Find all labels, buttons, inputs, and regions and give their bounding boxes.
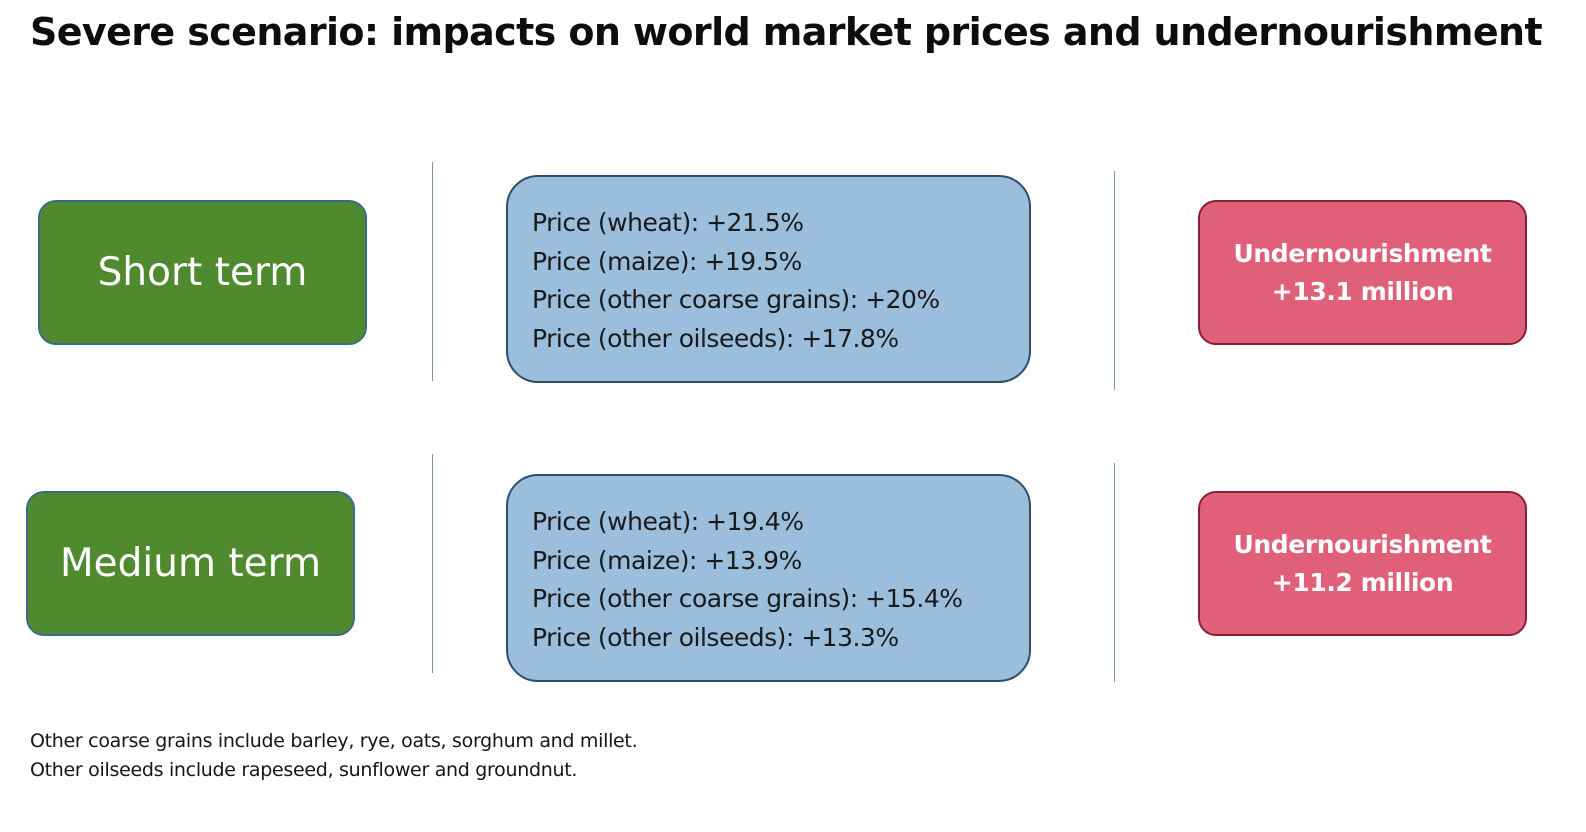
medium-term-label: Medium term — [60, 541, 321, 586]
page-title: Severe scenario: impacts on world market… — [29, 10, 1543, 54]
medium-term-left-divider — [432, 454, 433, 673]
short-term-box: Short term — [38, 200, 367, 345]
short-term-undernourishment-label: Undernourishment — [1233, 238, 1492, 268]
short-term-right-divider — [1114, 171, 1115, 390]
footnotes: Other coarse grains include barley, rye,… — [30, 727, 638, 785]
short-term-left-divider — [432, 162, 433, 381]
short-term-undernourishment-box: Undernourishment +13.1 million — [1198, 200, 1527, 345]
medium-term-price-maize: Price (maize): +13.9% — [532, 545, 802, 575]
medium-term-price-wheat: Price (wheat): +19.4% — [532, 507, 804, 536]
medium-term-box: Medium term — [26, 491, 355, 636]
medium-term-price-oilseeds: Price (other oilseeds): +13.3% — [532, 622, 899, 652]
footnote-coarse-grains: Other coarse grains include barley, rye,… — [30, 730, 638, 752]
medium-term-right-divider — [1114, 463, 1115, 682]
medium-term-price-box: Price (wheat): +19.4% Price (maize): +13… — [506, 474, 1031, 682]
short-term-price-wheat: Price (wheat): +21.5% — [532, 208, 804, 237]
short-term-price-coarse-grains: Price (other coarse grains): +20% — [532, 285, 940, 314]
medium-term-undernourishment-box: Undernourishment +11.2 million — [1198, 491, 1527, 636]
footnote-oilseeds: Other oilseeds include rapeseed, sunflow… — [30, 759, 578, 781]
short-term-price-box: Price (wheat): +21.5% Price (maize): +19… — [506, 175, 1031, 383]
short-term-undernourishment-value: +13.1 million — [1271, 276, 1454, 306]
short-term-price-maize: Price (maize): +19.5% — [532, 246, 802, 276]
short-term-label: Short term — [97, 250, 308, 295]
medium-term-undernourishment-label: Undernourishment — [1233, 529, 1492, 559]
short-term-price-oilseeds: Price (other oilseeds): +17.8% — [532, 323, 899, 353]
medium-term-undernourishment-value: +11.2 million — [1271, 567, 1454, 597]
medium-term-price-coarse-grains: Price (other coarse grains): +15.4% — [532, 584, 963, 613]
